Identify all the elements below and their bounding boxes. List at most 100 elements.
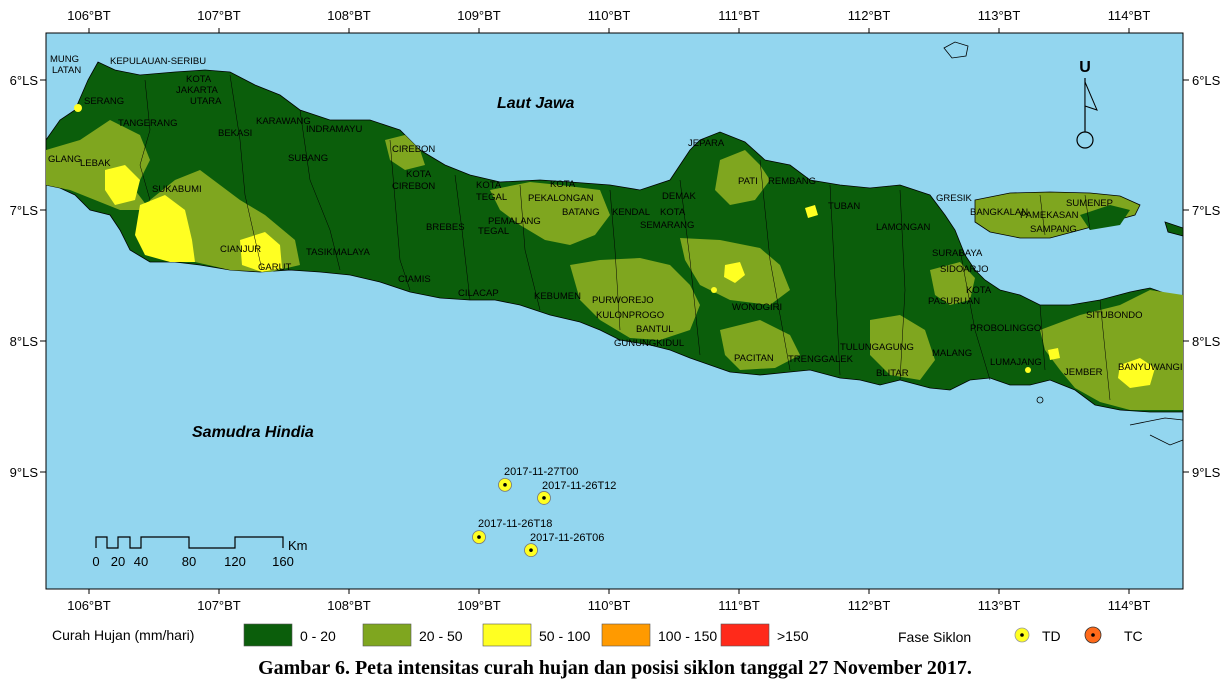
region-labels: MUNG LATAN KEPULAUAN-SERIBU KOTA JAKARTA… [48, 54, 1183, 379]
lon-tick: 107°BT [197, 8, 241, 23]
region-label: SERANG [84, 96, 124, 107]
region-label: SAMPANG [1030, 224, 1077, 235]
scale-label: 40 [134, 554, 148, 569]
region-label: SEMARANG [640, 220, 694, 231]
region-label: MALANG [932, 348, 972, 359]
region-label: CIREBON [392, 181, 435, 192]
legend-label: 100 - 150 [658, 628, 717, 644]
legend-label: 20 - 50 [419, 628, 463, 644]
lon-tick: 110°BT [588, 598, 631, 613]
region-label: BANGKALAN [970, 207, 1028, 218]
lat-tick: 6°LS [10, 73, 39, 88]
region-label: JEPARA [688, 138, 725, 149]
region-label: GARUT [258, 262, 291, 273]
region-label: KOTA [966, 285, 992, 296]
legend-label: >150 [777, 628, 809, 644]
regency-boundaries [139, 74, 1111, 401]
lat-labels-right: 6°LS 7°LS 8°LS 9°LS [1192, 73, 1221, 480]
region-label: PASURUAN [928, 296, 980, 307]
region-label: BANTUL [636, 324, 673, 335]
bali-edge [1164, 221, 1184, 237]
lat-tick: 8°LS [1192, 334, 1221, 349]
lon-tick: 111°BT [718, 598, 760, 613]
region-label: CIREBON [392, 144, 435, 155]
lon-tick: 107°BT [197, 598, 241, 613]
scale-label: 160 [272, 554, 294, 569]
cyclone-label: 2017-11-26T06 [530, 532, 604, 544]
region-label: CILACAP [458, 288, 499, 299]
lat-tick: 8°LS [10, 334, 39, 349]
cyclone-track: 2017-11-27T00 2017-11-26T12 2017-11-26T1… [472, 466, 616, 558]
region-label: KOTA [186, 74, 212, 85]
lon-labels-top: 106°BT 107°BT 108°BT 109°BT 110°BT 111°B… [67, 8, 1150, 23]
region-label: PATI [738, 176, 758, 187]
region-label: KARAWANG [256, 116, 311, 127]
scale-label: 80 [182, 554, 196, 569]
region-label: PACITAN [734, 353, 774, 364]
scale-unit: Km [288, 538, 308, 553]
cyclone-point-center [529, 548, 533, 552]
region-label: GLANG [48, 154, 81, 165]
region-label: SUKABUMI [152, 184, 202, 195]
region-label: LEBAK [80, 158, 111, 169]
region-label: PEKALONGAN [528, 193, 594, 204]
region-label: KOTA [476, 180, 502, 191]
small-island [943, 41, 969, 59]
north-arrow: U [1076, 59, 1098, 149]
region-label: TRENGGALEK [788, 354, 854, 365]
region-label: TEGAL [478, 226, 509, 237]
lat-tick: 6°LS [1192, 73, 1221, 88]
lon-tick: 108°BT [327, 8, 371, 23]
region-label: SUBANG [288, 153, 328, 164]
lon-tick: 114°BT [1108, 8, 1151, 23]
region-label: MUNG [50, 54, 79, 65]
region-label: KOTA [660, 207, 686, 218]
region-label: SITUBONDO [1086, 310, 1142, 321]
region-label: BREBES [426, 222, 465, 233]
region-label: WONOGIRI [732, 302, 782, 313]
lon-tick: 110°BT [588, 8, 631, 23]
sea-label-south: Samudra Hindia [192, 424, 314, 441]
legend-swatch [243, 623, 293, 647]
cyclone-label: 2017-11-27T00 [504, 466, 578, 478]
lon-tick: 108°BT [327, 598, 371, 613]
legend-swatch [601, 623, 651, 647]
bali-outline [1129, 417, 1184, 426]
region-label: BEKASI [218, 128, 252, 139]
cyclone-point-center [503, 483, 507, 487]
region-label: KENDAL [612, 207, 650, 218]
region-label: LAMONGAN [876, 222, 931, 233]
region-label: TULUNGAGUNG [840, 342, 914, 353]
lat-tick: 9°LS [10, 465, 39, 480]
lat-labels-left: 6°LS 7°LS 8°LS 9°LS [10, 73, 39, 480]
lat-tick: 9°LS [1192, 465, 1221, 480]
legend-swatch [720, 623, 770, 647]
phase-label: TC [1124, 628, 1143, 644]
legend-title: Curah Hujan (mm/hari) [52, 627, 194, 643]
lon-tick: 114°BT [1108, 598, 1151, 613]
region-label: BANYUWANGI [1118, 362, 1183, 373]
scale-label: 120 [224, 554, 246, 569]
region-label: BLITAR [876, 368, 909, 379]
region-label: KOTA [406, 169, 432, 180]
region-label: REMBANG [768, 176, 816, 187]
phase-label: TD [1042, 628, 1061, 644]
legend: Curah Hujan (mm/hari) 0 - 20 20 - 50 50 - … [52, 623, 1143, 647]
region-label: LATAN [52, 65, 81, 76]
lon-tick: 111°BT [718, 8, 760, 23]
phase-legend-title: Fase Siklon [898, 629, 971, 645]
region-label: SIDOARJO [940, 264, 989, 275]
scale-label: 0 [92, 554, 99, 569]
sea-label-north: Laut Jawa [497, 95, 574, 112]
madura-east [1080, 205, 1130, 230]
region-label: LUMAJANG [990, 357, 1042, 368]
scale-bar: 0 20 40 80 120 160 Km [92, 536, 308, 569]
small-island [1036, 396, 1044, 404]
phase-tc: TC [1084, 626, 1143, 644]
region-label: KULONPROGO [596, 310, 664, 321]
region-label: GRESIK [936, 193, 973, 204]
region-label: KOTA [550, 179, 576, 190]
lon-tick: 109°BT [457, 8, 501, 23]
lon-labels-bottom: 106°BT 107°BT 108°BT 109°BT 110°BT 111°B… [67, 598, 1150, 613]
